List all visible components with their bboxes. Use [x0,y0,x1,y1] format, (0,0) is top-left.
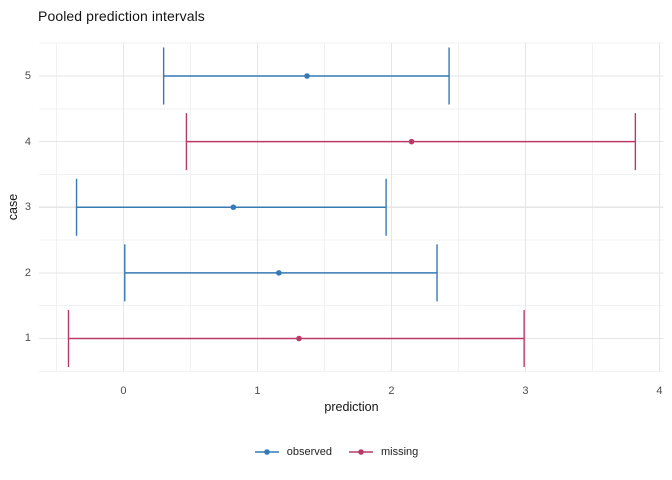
y-axis-title: case [6,193,20,221]
legend: observed missing [0,445,672,459]
x-tick-label: 1 [254,385,261,397]
observed-key-icon [254,449,279,455]
x-tick-label: 2 [388,385,395,397]
x-axis-title: prediction [324,400,379,414]
chart-title: Pooled prediction intervals [38,8,205,24]
legend-label-observed: observed [286,446,332,458]
missing-key-icon [348,449,373,455]
data-point-observed [230,204,237,211]
y-tick-label: 5 [24,70,31,82]
legend-label-missing: missing [380,446,419,458]
x-tick-label: 0 [120,385,127,397]
y-tick-label: 2 [24,266,31,279]
y-tick-label: 1 [24,332,31,345]
data-point-observed [276,270,282,276]
legend-item-observed: observed [254,445,332,459]
y-tick-label: 3 [24,201,31,214]
data-point-missing [296,335,302,342]
data-point-observed [304,73,310,79]
y-tick-label: 4 [24,135,31,148]
legend-item-missing: missing [348,445,418,459]
data-point-missing [408,138,415,145]
x-tick-label: 3 [522,385,529,397]
x-tick-label: 4 [656,385,663,397]
